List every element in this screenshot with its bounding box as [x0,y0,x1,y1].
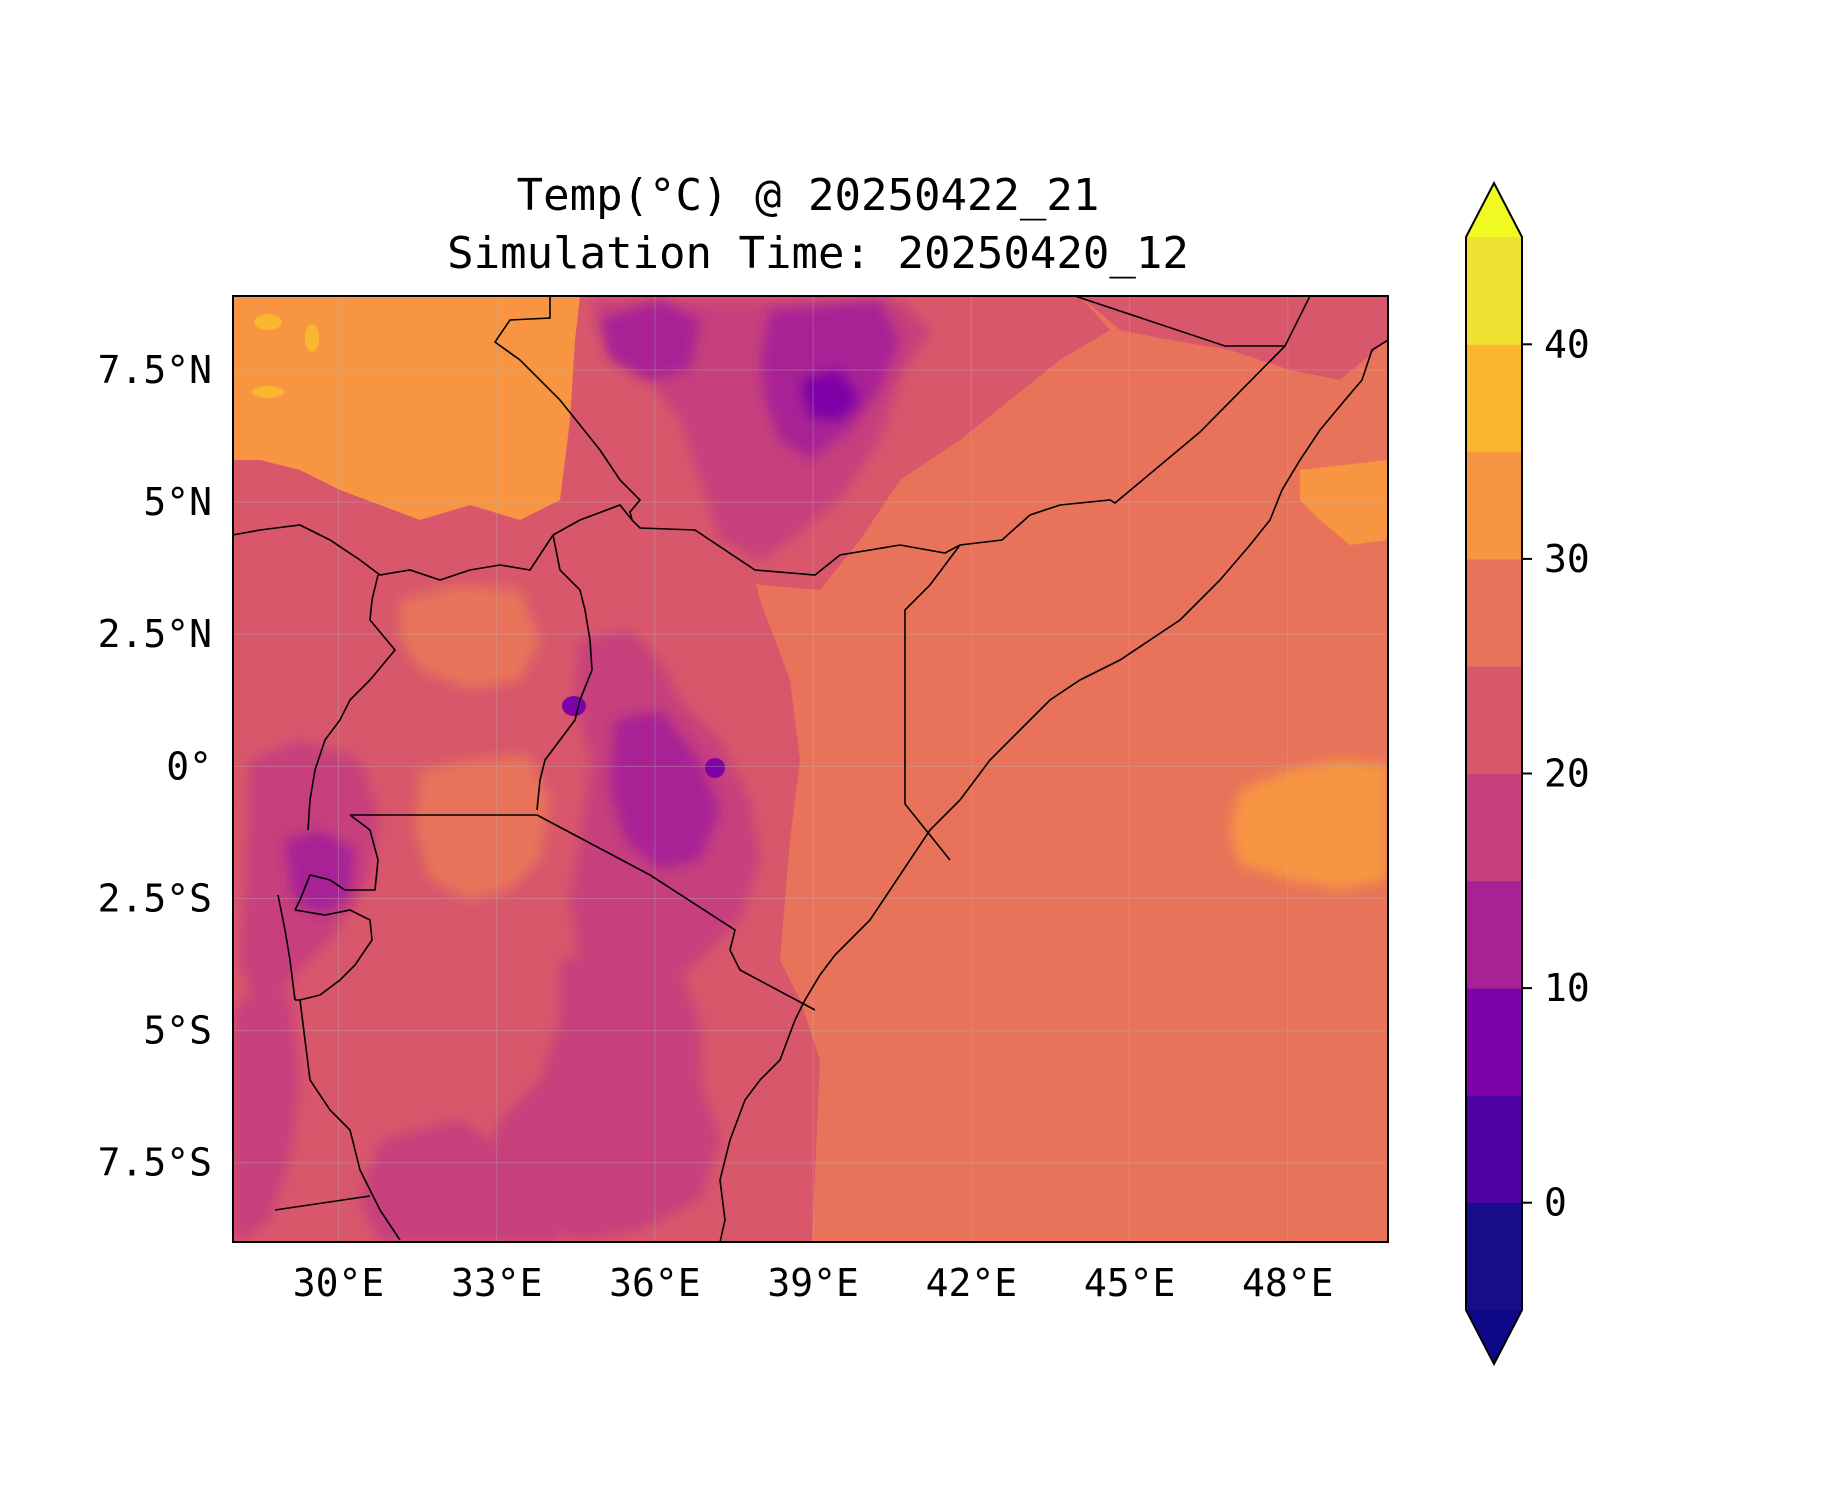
field-30-35-sudan [233,296,580,520]
coastline-east-africa [719,339,1388,1242]
field-15-20-tz-south [360,1120,560,1242]
border-lake-tanganyika [299,999,401,1241]
colorbar-segment [1466,237,1522,345]
y-tick-label: 0° [166,744,212,788]
field-5-10-ethiopia [800,370,860,420]
field-15-20-tanzania [480,950,720,1240]
border-ethiopia-sudan [493,296,642,521]
x-tick-label: 42°E [926,1261,1018,1305]
colorbar-tick-label: 30 [1544,537,1590,581]
colorbar-under-arrow [1466,1310,1522,1364]
country-borders [233,296,1388,1242]
colorbar-segment [1466,344,1522,453]
temperature-field [233,296,1388,1242]
field-20-25-northeast [1080,296,1388,380]
field-30-35-somalia-coast [1300,460,1388,545]
y-tick-label: 5°N [143,480,212,524]
border-kenya-tanzania [536,814,816,1011]
chart-title: Temp(°C) @ 20250422_21 [517,170,1100,221]
x-tick-label: 36°E [609,1261,701,1305]
y-tick-label: 5°S [143,1009,212,1053]
border-kenya-somalia [904,544,961,861]
field-25-30-victoria [415,755,550,900]
field-5-10-elgon [562,696,586,716]
colorbar-over-arrow [1466,183,1522,237]
border-uganda-kenya [536,534,593,811]
border-somaliland [1074,296,1285,347]
x-tick-label: 30°E [293,1261,385,1305]
border-south-sudan-uganda [233,524,554,581]
colorbar-outline [1465,180,1523,1367]
field-10-15-ethiopia-w [600,300,700,380]
border-ethiopia-kenya [552,504,961,576]
colorbar-tick-label: 40 [1544,322,1590,366]
y-tick-label: 7.5°S [98,1141,212,1185]
colorbar-tick-label: 20 [1544,752,1590,796]
y-axis: 7.5°N 5°N 2.5°N 0° 2.5°S 5°S 7.5°S [98,348,212,1185]
field-15-20-sw [233,990,300,1242]
colorbar-segment [1466,773,1522,882]
y-tick-label: 2.5°N [98,612,212,656]
colorbar-segment [1466,451,1522,560]
border-drc-burundi [277,894,296,1001]
field-25-30-uganda [400,585,540,690]
border-zambia-tanzania [274,1195,371,1211]
colorbar-tick-label: 10 [1544,966,1590,1010]
map-frame [232,295,1389,1243]
border-drc-uganda [307,574,397,831]
colorbar-segment [1466,880,1522,989]
field-30-35-ocean [1230,760,1388,890]
colorbar-tick-label: 0 [1544,1181,1567,1225]
chart-subtitle: Simulation Time: 20250420_12 [447,228,1189,279]
border-ethiopia-somalia [959,296,1311,546]
border-rwanda [294,814,379,911]
colorbar: 0 10 20 30 40 [1465,180,1590,1367]
y-tick-label: 2.5°S [98,876,212,920]
y-tick-label: 7.5°N [98,348,212,392]
border-burundi [294,909,373,1001]
gridlines [233,296,1388,1242]
colorbar-segment [1466,1095,1522,1204]
colorbar-segment [1466,1202,1522,1311]
field-5-10-kenya [705,758,725,778]
x-tick-label: 48°E [1242,1261,1334,1305]
colorbar-segment [1466,558,1522,667]
colorbar-segment [1466,988,1522,1096]
colorbar-segment [1466,666,1522,774]
x-tick-label: 33°E [451,1261,543,1305]
field-10-15-kenya [610,710,720,870]
x-axis: 30°E 33°E 36°E 39°E 42°E 45°E 48°E [293,1261,1334,1305]
x-tick-label: 45°E [1084,1261,1176,1305]
x-tick-label: 39°E [767,1261,859,1305]
